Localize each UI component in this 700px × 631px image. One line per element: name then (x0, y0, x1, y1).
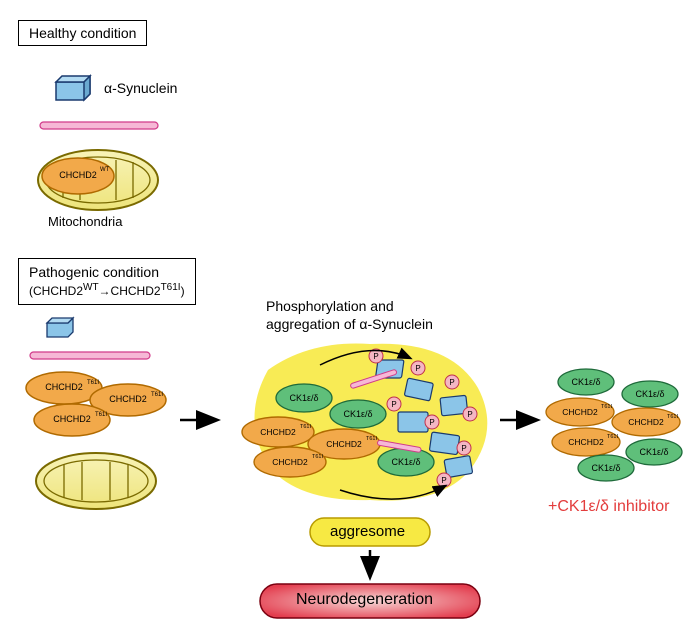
svg-text:P: P (441, 476, 446, 485)
svg-text:CK1ε/δ: CK1ε/δ (571, 377, 600, 387)
inhibitor-text: +CK1ε/δ inhibitor (548, 498, 669, 516)
neurodegeneration-text: Neurodegeneration (296, 591, 433, 609)
svg-text:CHCHD2: CHCHD2 (326, 439, 362, 449)
svg-text:T61I: T61I (300, 424, 311, 430)
alpha-synuclein-icon (56, 76, 90, 100)
svg-text:P: P (429, 418, 434, 427)
svg-text:T61I: T61I (95, 412, 107, 418)
mitochondria-healthy: CHCHD2 WT (38, 150, 158, 210)
svg-text:T61I: T61I (87, 380, 99, 386)
rod-icon (40, 122, 158, 129)
svg-text:CHCHD2: CHCHD2 (53, 414, 91, 424)
svg-text:CK1ε/δ: CK1ε/δ (639, 447, 668, 457)
svg-text:CHCHD2: CHCHD2 (109, 394, 147, 404)
pathogenic-line1: Pathogenic condition (29, 263, 185, 281)
svg-text:CK1ε/δ: CK1ε/δ (391, 457, 420, 467)
mitochondria-label: Mitochondria (48, 214, 122, 229)
chchd2-t61i-cluster: CHCHD2 T61I CHCHD2 T61I CHCHD2 T61I (26, 372, 166, 436)
alpha-synuclein-small (47, 318, 73, 337)
svg-text:CHCHD2: CHCHD2 (272, 457, 308, 467)
svg-text:CK1ε/δ: CK1ε/δ (343, 409, 372, 419)
svg-text:T61I: T61I (601, 404, 612, 410)
pathogenic-line2: (CHCHD2WT→CHCHD2T61I) (29, 281, 185, 300)
svg-text:P: P (449, 378, 454, 387)
svg-text:CHCHD2: CHCHD2 (568, 437, 604, 447)
aggresome-complex: CK1ε/δ CK1ε/δ CK1ε/δ CHCHD2T61I CHCHD2T6… (242, 344, 487, 501)
svg-text:T61I: T61I (607, 434, 618, 440)
svg-text:T61I: T61I (667, 414, 678, 420)
aggresome-text: aggresome (330, 523, 405, 540)
svg-text:P: P (373, 352, 378, 361)
svg-text:P: P (415, 364, 420, 373)
svg-text:CHCHD2: CHCHD2 (260, 427, 296, 437)
svg-text:CHCHD2: CHCHD2 (45, 382, 83, 392)
svg-text:T61I: T61I (366, 436, 377, 442)
svg-text:CHCHD2: CHCHD2 (628, 417, 664, 427)
svg-text:CK1ε/δ: CK1ε/δ (289, 393, 318, 403)
svg-text:CK1ε/δ: CK1ε/δ (591, 463, 620, 473)
svg-text:T61I: T61I (151, 392, 163, 398)
svg-text:P: P (467, 410, 472, 419)
alpha-synuclein-label: α-Synuclein (104, 80, 177, 96)
inhibitor-cluster: CK1ε/δ CK1ε/δ CHCHD2T61I CHCHD2T61I CHCH… (546, 369, 682, 481)
mitochondria-empty (36, 453, 156, 509)
svg-text:P: P (391, 400, 396, 409)
svg-text:CHCHD2: CHCHD2 (59, 170, 97, 180)
pathogenic-condition-box: Pathogenic condition (CHCHD2WT→CHCHD2T61… (18, 258, 196, 305)
svg-text:CHCHD2: CHCHD2 (562, 407, 598, 417)
svg-text:T61I: T61I (312, 454, 323, 460)
svg-text:WT: WT (100, 167, 110, 173)
healthy-condition-box: Healthy condition (18, 20, 147, 46)
svg-text:P: P (461, 444, 466, 453)
svg-text:CK1ε/δ: CK1ε/δ (635, 389, 664, 399)
phosphorylation-title: Phosphorylation and aggregation of α-Syn… (266, 298, 433, 333)
rod-pathogenic (30, 352, 150, 359)
